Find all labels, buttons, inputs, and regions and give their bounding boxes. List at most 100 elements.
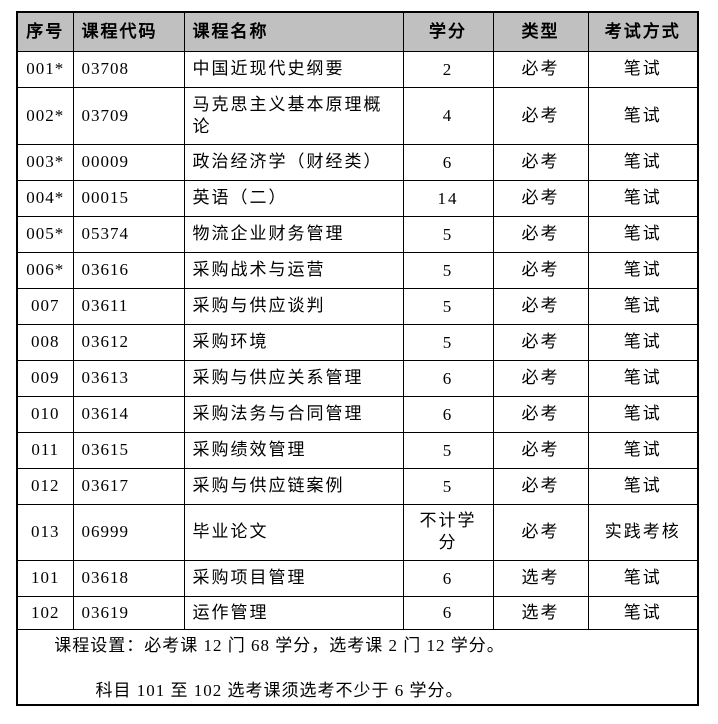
cell-type: 必考 — [492, 251, 589, 289]
cell-credits-text: 5 — [442, 224, 454, 244]
table-row: 011 03615 采购绩效管理 5 必考 笔试 — [16, 431, 699, 469]
cell-name: 采购法务与合同管理 — [183, 395, 404, 433]
cell-credits: 5 — [402, 323, 494, 361]
cell-credits: 5 — [402, 431, 494, 469]
cell-type: 必考 — [492, 179, 589, 217]
cell-name: 毕业论文 — [183, 503, 404, 561]
cell-name: 采购绩效管理 — [183, 431, 404, 469]
cell-code: 03709 — [72, 86, 185, 145]
cell-type: 必考 — [492, 323, 589, 361]
cell-serial: 102 — [16, 595, 74, 630]
cell-serial: 013 — [16, 503, 74, 561]
cell-name: 政治经济学（财经类） — [183, 143, 404, 181]
cell-code: 03616 — [72, 251, 185, 289]
footer-note-line-2: 科目 101 至 102 选考课须选考不少于 6 学分。 — [95, 680, 464, 700]
cell-credits-text: 6 — [442, 603, 454, 623]
cell-code: 03611 — [72, 287, 185, 325]
cell-name: 运作管理 — [183, 595, 404, 630]
table-row: 004* 00015 英语（二） 14 必考 笔试 — [16, 179, 699, 217]
cell-type: 必考 — [492, 287, 589, 325]
cell-name: 英语（二） — [183, 179, 404, 217]
cell-credits: 5 — [402, 215, 494, 253]
cell-exam: 笔试 — [587, 467, 699, 505]
cell-serial: 006* — [16, 251, 74, 289]
cell-code: 03708 — [72, 50, 185, 88]
table-row: 008 03612 采购环境 5 必考 笔试 — [16, 323, 699, 361]
cell-type: 必考 — [492, 50, 589, 88]
column-header-code: 课程代码 — [72, 11, 185, 52]
table-row: 101 03618 采购项目管理 6 选考 笔试 — [16, 559, 699, 597]
cell-serial: 008 — [16, 323, 74, 361]
cell-credits-text: 4 — [442, 106, 454, 126]
cell-credits: 6 — [402, 359, 494, 397]
course-table: 序号 课程代码 课程名称 学分 类型 考试方式 001* 03708 中国近现代… — [16, 11, 699, 706]
cell-type: 必考 — [492, 431, 589, 469]
cell-name: 采购与供应关系管理 — [183, 359, 404, 397]
cell-name: 马克思主义基本原理概论 — [183, 86, 404, 145]
cell-serial: 011 — [16, 431, 74, 469]
cell-serial: 012 — [16, 467, 74, 505]
cell-credits-text: 6 — [442, 152, 454, 172]
cell-code: 03612 — [72, 323, 185, 361]
cell-credits: 14 — [402, 179, 494, 217]
cell-exam: 笔试 — [587, 143, 699, 181]
cell-type: 必考 — [492, 503, 589, 561]
table-row: 102 03619 运作管理 6 选考 笔试 — [16, 595, 699, 630]
column-header-exam: 考试方式 — [587, 11, 699, 52]
cell-code: 03618 — [72, 559, 185, 597]
cell-credits-text: 5 — [442, 440, 454, 460]
cell-exam: 笔试 — [587, 251, 699, 289]
cell-credits: 6 — [402, 143, 494, 181]
cell-exam: 笔试 — [587, 215, 699, 253]
table-row: 001* 03708 中国近现代史纲要 2 必考 笔试 — [16, 50, 699, 88]
column-header-type: 类型 — [492, 11, 589, 52]
cell-credits: 6 — [402, 395, 494, 433]
cell-credits-text: 2 — [442, 59, 454, 79]
cell-exam: 笔试 — [587, 431, 699, 469]
cell-name: 采购与供应链案例 — [183, 467, 404, 505]
cell-credits: 5 — [402, 467, 494, 505]
cell-code: 00015 — [72, 179, 185, 217]
column-header-name: 课程名称 — [183, 11, 404, 52]
cell-exam: 笔试 — [587, 86, 699, 145]
cell-code: 03613 — [72, 359, 185, 397]
cell-credits-text: 5 — [442, 260, 454, 280]
table-row: 002* 03709 马克思主义基本原理概论 4 必考 笔试 — [16, 86, 699, 145]
cell-credits-text: 6 — [442, 404, 454, 424]
cell-serial: 002* — [16, 86, 74, 145]
cell-exam: 实践考核 — [587, 503, 699, 561]
table-row: 005* 05374 物流企业财务管理 5 必考 笔试 — [16, 215, 699, 253]
cell-code: 03619 — [72, 595, 185, 630]
cell-type: 必考 — [492, 395, 589, 433]
cell-serial: 003* — [16, 143, 74, 181]
table-body: 001* 03708 中国近现代史纲要 2 必考 笔试 002* 03709 马… — [16, 50, 699, 630]
cell-credits: 5 — [402, 287, 494, 325]
table-row: 006* 03616 采购战术与运营 5 必考 笔试 — [16, 251, 699, 289]
cell-credits-text: 6 — [442, 568, 454, 588]
cell-serial: 005* — [16, 215, 74, 253]
cell-name: 采购战术与运营 — [183, 251, 404, 289]
cell-credits: 2 — [402, 50, 494, 88]
cell-serial: 001* — [16, 50, 74, 88]
cell-code: 03617 — [72, 467, 185, 505]
cell-exam: 笔试 — [587, 595, 699, 630]
cell-type: 必考 — [492, 359, 589, 397]
cell-type: 选考 — [492, 559, 589, 597]
cell-name: 采购与供应谈判 — [183, 287, 404, 325]
cell-code: 03615 — [72, 431, 185, 469]
cell-exam: 笔试 — [587, 179, 699, 217]
cell-exam: 笔试 — [587, 359, 699, 397]
cell-credits: 6 — [402, 595, 494, 630]
cell-credits-text: 5 — [442, 296, 454, 316]
cell-exam: 笔试 — [587, 559, 699, 597]
cell-serial: 007 — [16, 287, 74, 325]
cell-credits: 4 — [402, 86, 494, 145]
cell-code: 06999 — [72, 503, 185, 561]
cell-credits-text: 不计学分 — [419, 511, 477, 552]
cell-type: 必考 — [492, 215, 589, 253]
footer-row: 课程设置：必考课 12 门 68 学分，选考课 2 门 12 学分。 科目 10… — [16, 628, 699, 705]
cell-credits-text: 14 — [437, 188, 459, 208]
cell-exam: 笔试 — [587, 50, 699, 88]
table-row: 010 03614 采购法务与合同管理 6 必考 笔试 — [16, 395, 699, 433]
cell-exam: 笔试 — [587, 323, 699, 361]
